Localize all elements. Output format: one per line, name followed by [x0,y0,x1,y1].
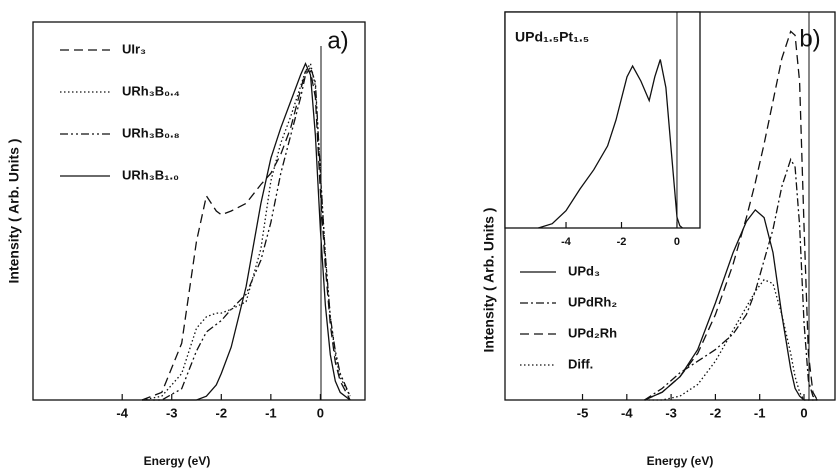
series-line [141,70,351,401]
series-line [538,59,683,229]
legend-label: UPd₂Rh [568,325,617,340]
series-line [644,208,818,401]
series-line [644,157,818,401]
series-line [644,30,818,401]
x-tick-label: -3 [665,405,677,420]
x-tick-label: 0 [800,405,807,420]
series-line [644,278,818,401]
series-line [141,61,351,401]
x-tick-label: 0 [317,405,324,420]
x-tick-label: -4 [116,405,128,420]
x-tick-label: -2 [617,236,627,248]
panel-label: a) [327,27,348,54]
x-axis-label: Energy (eV) [144,454,211,468]
inset-title: UPd₁.₅Pt₁.₅ [515,29,589,45]
x-tick-label: 0 [674,236,680,248]
legend-label: URh₃B₀.₄ [122,83,180,98]
panel-label: b) [799,25,820,52]
y-axis-label: Intensity ( Arb. Units ) [481,208,497,353]
x-tick-label: -4 [621,405,633,420]
legend-label: UPdRh₂ [568,294,617,309]
x-tick-label: -3 [166,405,178,420]
inset-background [504,11,701,229]
panel-a-frame [32,21,366,401]
legend-label: Diff. [568,356,593,371]
legend-label: URh₃B₁.₀ [122,167,179,182]
series-line [142,61,351,401]
x-tick-label: -2 [710,405,722,420]
y-axis-label: Intensity ( Arb. Units ) [6,139,22,284]
x-tick-label: -1 [265,405,277,420]
x-tick-label: -2 [216,405,228,420]
legend-label: UIr₃ [122,41,146,56]
x-tick-label: -4 [561,236,572,248]
series-line [142,65,351,401]
legend-label: URh₃B₀.₈ [122,125,180,140]
x-tick-label: -1 [754,405,766,420]
x-tick-label: -5 [577,405,589,420]
x-axis-label: Energy (eV) [647,454,714,468]
legend-label: UPd₃ [568,263,600,278]
